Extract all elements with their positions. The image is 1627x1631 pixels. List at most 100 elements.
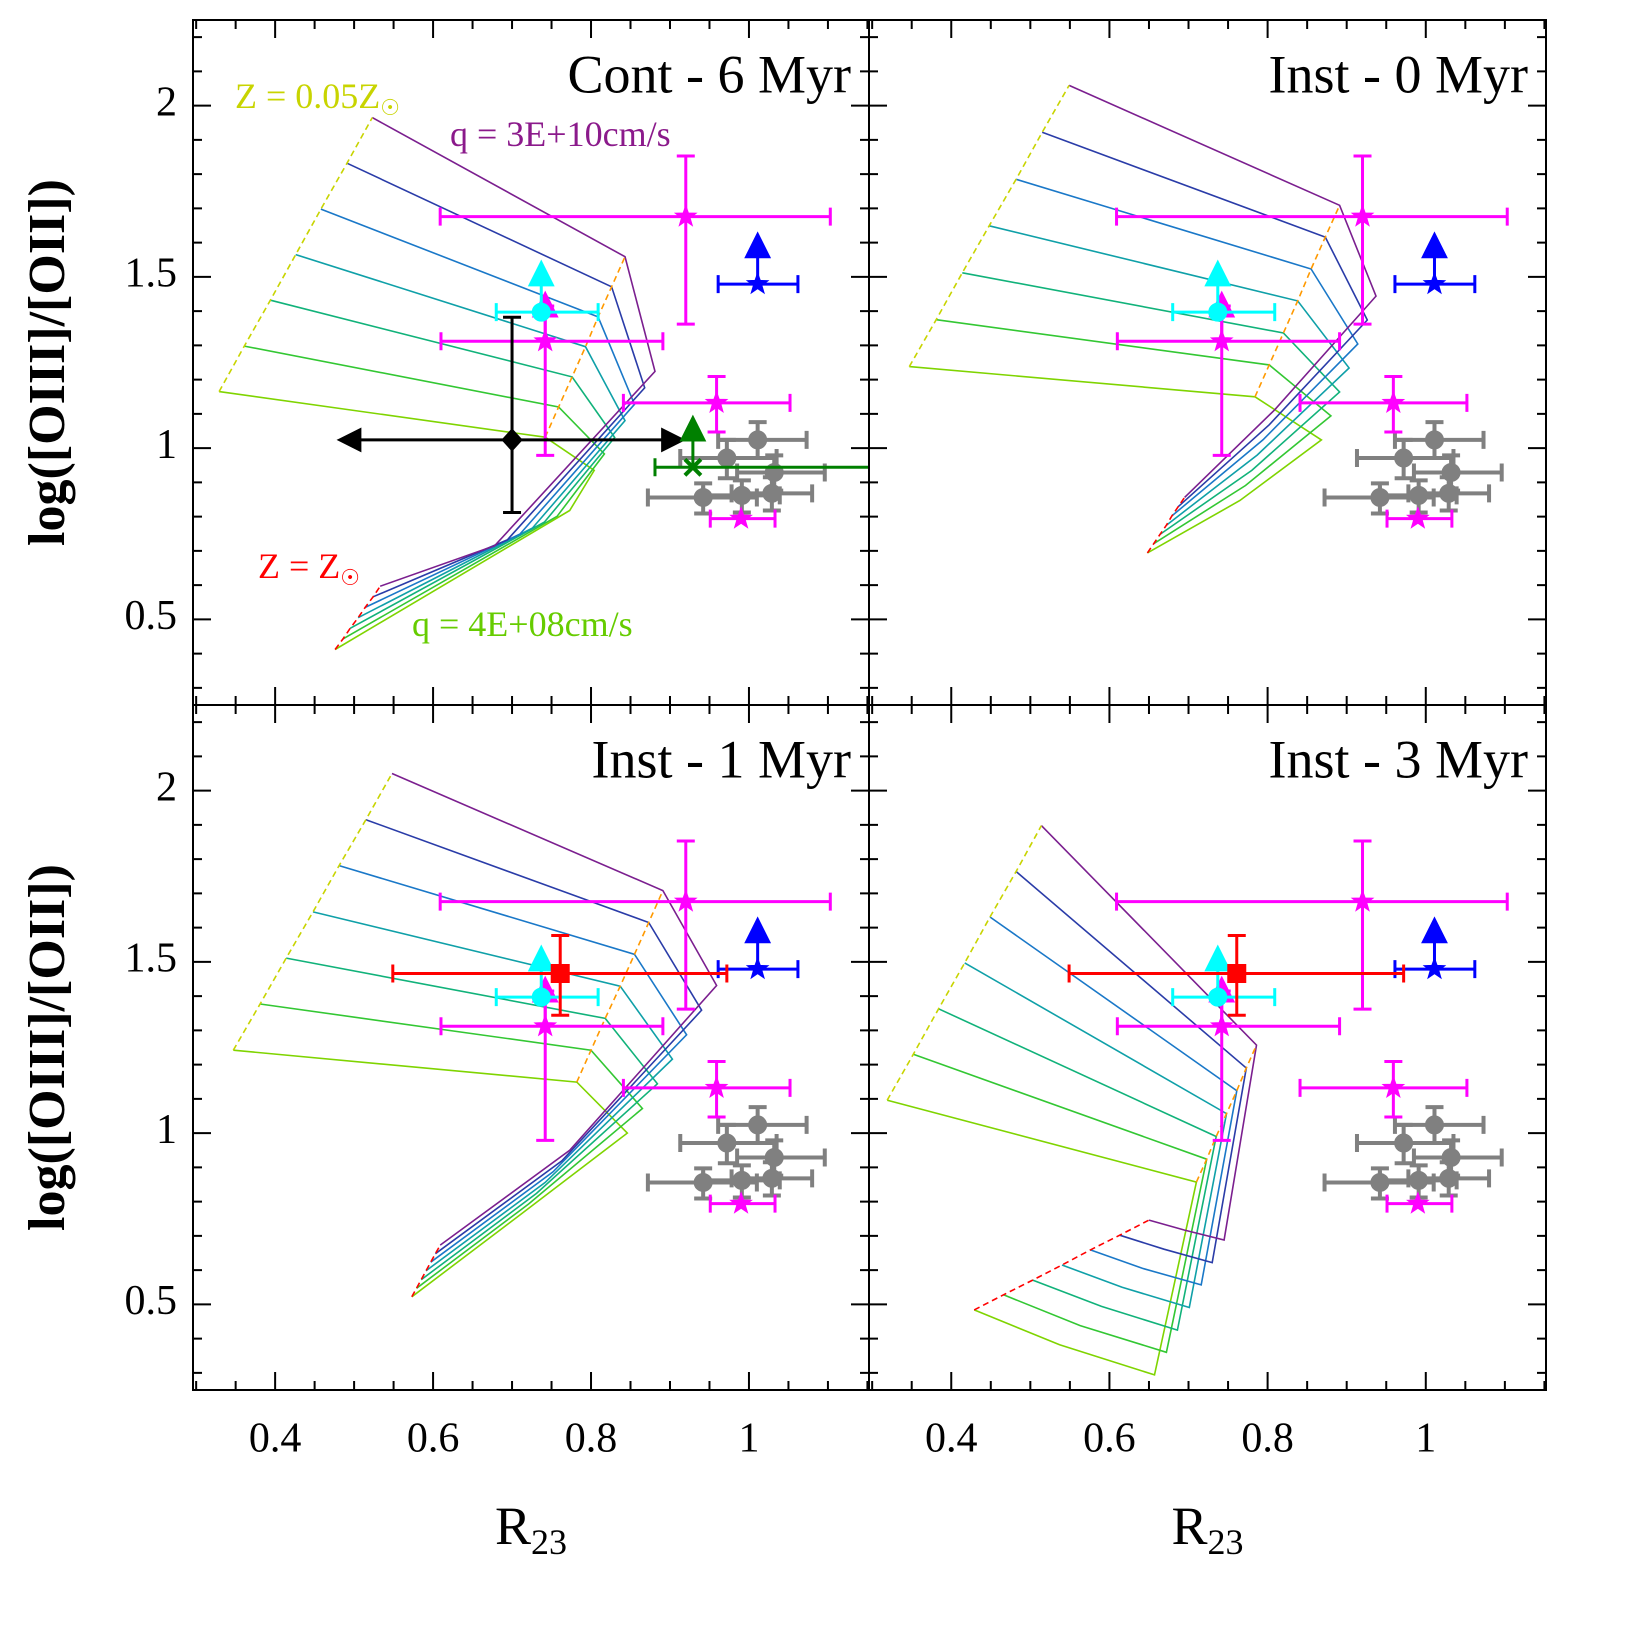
model-line [270, 299, 616, 630]
x-error-bar [653, 458, 869, 477]
data-point [729, 1191, 753, 1214]
model-line [909, 365, 1323, 554]
data-point [1439, 483, 1459, 503]
panel [232, 772, 832, 1298]
x-tick-label: 0.8 [1241, 1416, 1294, 1462]
data-point [531, 302, 551, 322]
y-error-bar [1353, 154, 1372, 326]
data-point [1227, 964, 1247, 984]
annotation: Z = 0.05Z☉ [235, 76, 400, 120]
x-axis-label-main: R [495, 1496, 531, 1556]
x-tick-label: 0.4 [925, 1416, 978, 1462]
model-line [989, 225, 1351, 526]
model-line [244, 345, 606, 640]
data-point [1409, 485, 1429, 505]
data-point [1350, 204, 1375, 227]
annotation-text: Z = Z [258, 546, 340, 586]
data-point [1394, 448, 1414, 468]
model-line [886, 1099, 1198, 1376]
x-axis-label-main: R [1171, 1496, 1207, 1556]
y-limit-arrow [679, 414, 707, 468]
x-tick-label: 1 [738, 1416, 759, 1462]
y-error-bar [503, 315, 522, 515]
data-point [531, 987, 551, 1007]
x-tick-label: 0.6 [407, 1416, 460, 1462]
data-point [1439, 1168, 1459, 1188]
data-point [1381, 390, 1406, 414]
x-error-bar [1115, 892, 1509, 911]
y-tick-label: 0.5 [125, 1278, 178, 1324]
x-tick-label: 0.4 [249, 1416, 302, 1462]
panel-frame [868, 19, 1547, 706]
y-axis-label: log([OIII]/[OII]) [19, 179, 76, 546]
data-point [1370, 487, 1390, 507]
data-point [501, 428, 523, 452]
model-line [259, 1003, 644, 1289]
x-tick-label: 1 [1415, 1416, 1436, 1462]
data-point [1381, 1075, 1406, 1099]
panel-title: Cont - 6 Myr [568, 44, 852, 104]
y-axis-label: log([OIII]/[OII]) [19, 864, 76, 1231]
x-error-bar [1298, 1078, 1469, 1097]
z-line [334, 585, 381, 650]
data-point [673, 889, 698, 912]
panel-frame [868, 704, 1547, 1391]
panel-frame [192, 704, 870, 1391]
model-line [964, 962, 1228, 1309]
z-line [908, 85, 1070, 367]
data-point [762, 483, 782, 503]
annotation: Z = Z☉ [258, 546, 360, 590]
model-line [938, 1008, 1218, 1332]
model-line [989, 916, 1238, 1286]
z-line [1146, 496, 1186, 554]
x-tick-label: 0.8 [565, 1416, 618, 1462]
x-axis-label: R23 [495, 1496, 567, 1562]
model-line [365, 818, 703, 1255]
model-line [295, 253, 626, 619]
model-line [218, 390, 596, 651]
model-line [913, 1053, 1208, 1354]
data-point [748, 430, 768, 450]
x-error-bar [1115, 207, 1509, 226]
x-axis-label: R23 [1171, 1496, 1243, 1562]
annotation-text: Z = 0.05Z [235, 76, 380, 116]
z-line [411, 1244, 441, 1298]
annotation-text: q = 3E+10cm/s [450, 114, 671, 154]
data-point [1422, 956, 1447, 980]
data-point [717, 448, 737, 468]
model-line [371, 116, 656, 587]
data-point [762, 1168, 782, 1188]
z-line [232, 773, 393, 1051]
data-point [533, 328, 558, 352]
annotation: q = 3E+10cm/s [450, 114, 671, 154]
model-line [312, 911, 674, 1272]
data-point [1209, 1013, 1234, 1037]
model-line [233, 1049, 629, 1298]
panel-title: Inst - 3 Myr [1269, 729, 1528, 789]
data-point [1422, 271, 1447, 295]
data-point [1208, 987, 1228, 1007]
z-line [973, 1219, 1150, 1311]
data-point [732, 485, 752, 505]
annotation-sub: ☉ [340, 565, 360, 590]
y-tick-label: 1.5 [125, 251, 178, 297]
z-line [1195, 1044, 1258, 1183]
data-point [1406, 1191, 1430, 1214]
z-line [1254, 204, 1341, 398]
y-error-bar [676, 839, 695, 1011]
panel [908, 84, 1509, 554]
y-error-bar [676, 154, 695, 326]
model-line [320, 208, 636, 609]
y-tick-label: 2 [156, 79, 177, 125]
z-line [576, 890, 664, 1083]
x-axis-label-sub: 23 [531, 1522, 567, 1562]
data-point [1209, 328, 1234, 352]
data-point [729, 506, 753, 529]
data-point [1424, 1115, 1444, 1135]
model-line [346, 162, 646, 598]
data-point [683, 457, 703, 477]
model-line [962, 272, 1341, 536]
data-point [673, 204, 698, 227]
